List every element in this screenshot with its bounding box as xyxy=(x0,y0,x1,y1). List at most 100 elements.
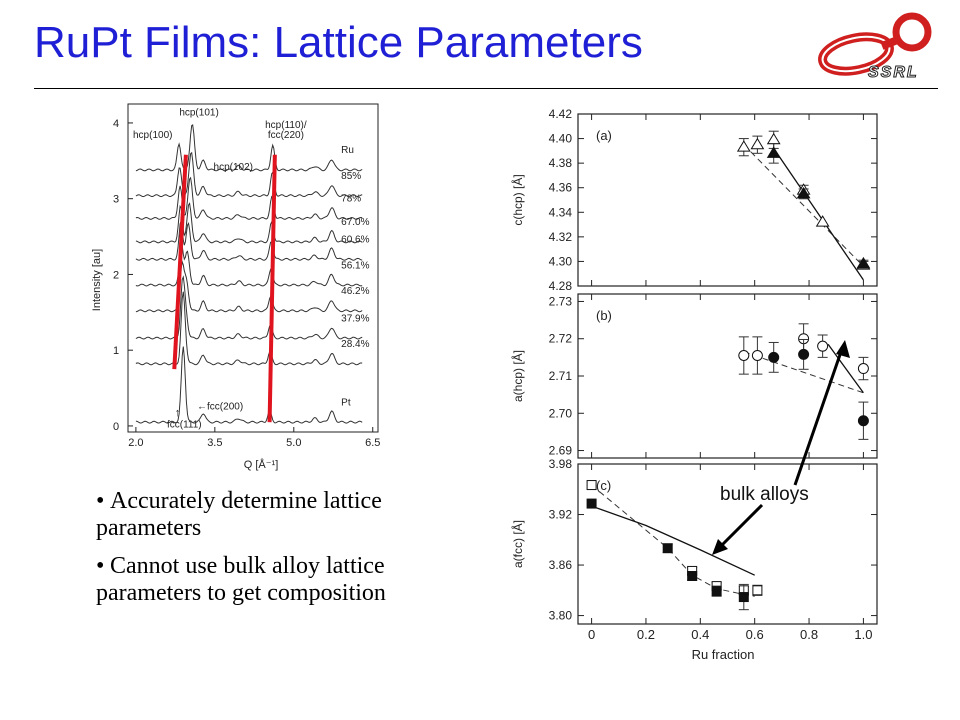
lattice-data-point xyxy=(711,586,722,597)
lattice-y-tick-label: 4.28 xyxy=(549,279,573,293)
xrd-pattern-curve xyxy=(135,176,363,220)
lattice-y-tick-label: 2.72 xyxy=(549,332,573,346)
xrd-y-tick-label: 1 xyxy=(113,345,119,357)
lattice-data-point xyxy=(857,415,869,427)
xrd-peak-label: fcc(220) xyxy=(268,130,304,141)
xrd-pattern-curve xyxy=(135,124,363,172)
ssrl-logo-icon xyxy=(818,12,932,76)
lattice-y-tick-label: 3.92 xyxy=(549,508,573,522)
lattice-data-point xyxy=(766,132,781,145)
xrd-y-tick-label: 2 xyxy=(113,269,119,281)
xrd-series-label: 67.0% xyxy=(341,217,369,228)
xrd-peak-label: hcp(110)/ xyxy=(265,120,307,131)
lattice-x-tick-label: 0.4 xyxy=(691,627,709,642)
xrd-plot-frame xyxy=(127,103,379,433)
annotation-arrow-head xyxy=(712,539,728,555)
lattice-y-tick-label: 4.34 xyxy=(549,205,573,219)
lattice-x-tick-label: 0.2 xyxy=(637,627,655,642)
lattice-y-tick-label: 4.38 xyxy=(549,156,573,170)
annotation-arrow-line xyxy=(716,503,764,551)
xrd-chart: 2.0 3.5 5.0 6.5 0 1 2 3 4 Ru 85% 78% 67.0% 60.6% 56.1… xyxy=(91,103,380,471)
xrd-y-tick-label: 4 xyxy=(113,118,119,130)
xrd-peak-label: fcc(111) xyxy=(167,419,202,430)
xrd-pattern-curve xyxy=(135,220,363,261)
title-divider xyxy=(34,88,938,89)
lattice-panel-label: (c) xyxy=(596,478,611,493)
lattice-data-point xyxy=(586,480,597,491)
lattice-data-point xyxy=(815,215,830,227)
lattice-data-point xyxy=(738,350,750,361)
xrd-pattern-curve xyxy=(135,291,363,366)
lattice-data-point xyxy=(736,140,751,152)
lattice-y-tick-label: 4.42 xyxy=(549,108,573,121)
lattice-dashed-fit-line xyxy=(743,351,864,394)
lattice-data-point xyxy=(796,186,811,199)
lattice-bulk-alloy-line xyxy=(591,505,755,576)
xrd-peak-guide-line xyxy=(172,154,188,370)
lattice-y-tick-label: 2.71 xyxy=(549,369,573,383)
xrd-peak-label: hcp(102) xyxy=(214,162,253,173)
lattice-y-tick-label: 4.40 xyxy=(549,132,573,146)
lattice-y-axis-label: a(fcc) [Å] xyxy=(510,520,525,568)
lattice-dashed-fit-line xyxy=(743,144,864,267)
xrd-y-tick-label: 0 xyxy=(113,421,119,433)
lattice-x-tick-label: 0 xyxy=(588,627,595,642)
lattice-data-point xyxy=(738,592,749,603)
xrd-series-label: 85% xyxy=(341,171,361,182)
xrd-pattern-curve xyxy=(135,242,363,287)
xrd-pattern-curve xyxy=(135,275,363,340)
lattice-panel-frame xyxy=(577,463,878,625)
lattice-y-tick-label: 3.98 xyxy=(549,457,573,471)
lattice-data-point xyxy=(752,585,763,596)
xrd-series-label: 37.9% xyxy=(341,313,369,324)
lattice-x-tick-label: 0.8 xyxy=(800,627,818,642)
xrd-peak-guide-line xyxy=(267,154,277,423)
xrd-x-tick-label: 2.0 xyxy=(128,437,143,449)
xrd-pattern-curve xyxy=(135,259,363,313)
lattice-y-tick-label: 2.69 xyxy=(549,444,573,458)
lattice-y-tick-label: 3.86 xyxy=(549,558,573,572)
xrd-x-tick-label: 5.0 xyxy=(286,437,301,449)
lattice-x-tick-label: 0.6 xyxy=(746,627,764,642)
xrd-peak-label: ←fcc(200) xyxy=(197,401,243,412)
lattice-data-point xyxy=(766,146,781,158)
annotation-arrow-line xyxy=(793,345,845,486)
slide-title: RuPt Films: Lattice Parameters xyxy=(34,18,643,67)
xrd-series-label: Pt xyxy=(341,397,351,408)
lattice-y-tick-label: 2.73 xyxy=(549,294,573,308)
xrd-y-axis-label: Intensity [au] xyxy=(91,249,103,311)
lattice-data-point xyxy=(662,543,673,554)
lattice-y-tick-label: 4.32 xyxy=(549,230,573,244)
xrd-pattern-curve xyxy=(135,151,363,198)
lattice-bulk-alloy-line xyxy=(827,343,864,394)
lattice-x-tick-label: 1.0 xyxy=(854,627,872,642)
bulk-alloys-annotation: bulk alloys xyxy=(720,484,809,505)
lattice-data-point xyxy=(586,498,597,509)
lattice-y-axis-label: c(hcp) [Å] xyxy=(510,174,525,225)
xrd-x-tick-label: 6.5 xyxy=(365,437,380,449)
xrd-series-label: 56.1% xyxy=(341,260,369,271)
bullet-list: • Accurately determine lattice parameters… xyxy=(96,488,416,618)
lattice-panel-frame xyxy=(577,113,878,287)
xrd-pattern-curve xyxy=(135,202,363,244)
lattice-bulk-alloy-line xyxy=(773,148,864,281)
lattice-y-axis-label: a(hcp) [Å] xyxy=(510,350,525,402)
xrd-series-label: Ru xyxy=(341,145,354,156)
lattice-data-point xyxy=(750,137,765,150)
xrd-peak-label: hcp(101) xyxy=(179,107,218,118)
bullet-text: Accurately determine lattice parameters xyxy=(96,488,382,541)
xrd-arrow-glyph: ↑ xyxy=(175,407,181,419)
lattice-panel-label: (b) xyxy=(596,308,612,323)
xrd-peak-label: hcp(100) xyxy=(133,130,172,141)
annotation-arrow-head xyxy=(836,340,850,358)
lattice-data-point xyxy=(798,348,810,360)
lattice-data-point xyxy=(687,571,698,581)
lattice-data-point xyxy=(856,256,871,269)
xrd-x-tick-label: 3.5 xyxy=(207,437,222,449)
lattice-y-tick-label: 4.30 xyxy=(549,254,573,268)
lattice-data-point xyxy=(751,350,763,361)
xrd-y-tick-label: 3 xyxy=(113,194,119,206)
xrd-series-label: 46.2% xyxy=(341,286,369,297)
xrd-series-label: 28.4% xyxy=(341,339,369,350)
lattice-chart: 4.28 4.30 4.32 4.34 4.36 4.38 4.40 4.42 (a) c(hcp… xyxy=(510,108,878,662)
